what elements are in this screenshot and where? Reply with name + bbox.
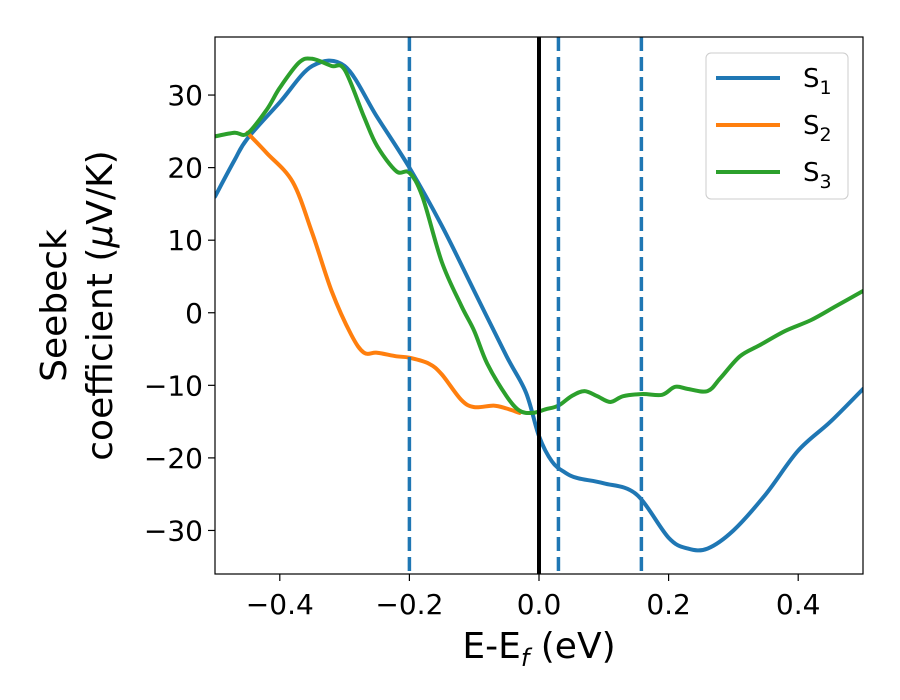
y-tick-label: 20 bbox=[167, 152, 203, 185]
x-tick-label: 0.2 bbox=[646, 588, 691, 621]
legend-label-s2: S2 bbox=[803, 111, 832, 146]
y-axis: 30 20 10 0 −10 −20 −30 bbox=[144, 79, 215, 547]
y-tick-label: 0 bbox=[185, 297, 203, 330]
x-axis-label: E-Ef (eV) bbox=[462, 626, 615, 672]
legend: S1 S2 S3 bbox=[705, 52, 849, 200]
legend-label-s3: S3 bbox=[803, 158, 832, 193]
x-tick-label: 0.4 bbox=[776, 588, 821, 621]
legend-label-s1: S1 bbox=[803, 64, 832, 99]
svg-text:coefficient (μV/K): coefficient (μV/K) bbox=[80, 150, 121, 460]
x-tick-label: −0.4 bbox=[246, 588, 314, 621]
series-line-s3 bbox=[215, 56, 863, 416]
y-tick-label: 10 bbox=[167, 224, 203, 257]
y-tick-label: −20 bbox=[144, 442, 203, 475]
svg-text:Seebeck: Seebeck bbox=[34, 229, 75, 382]
x-tick-label: 0.0 bbox=[517, 588, 562, 621]
series-line-s2 bbox=[245, 130, 522, 415]
x-axis: −0.4 −0.2 0.0 0.2 0.4 bbox=[246, 574, 821, 621]
series-line-s1 bbox=[215, 58, 863, 553]
y-tick-label: 30 bbox=[167, 79, 203, 112]
y-tick-label: −10 bbox=[144, 369, 203, 402]
x-tick-label: −0.2 bbox=[375, 588, 443, 621]
y-axis-label: Seebeck coefficient (μV/K) bbox=[34, 150, 121, 460]
plot-area bbox=[215, 37, 863, 574]
y-tick-label: −30 bbox=[144, 514, 203, 547]
